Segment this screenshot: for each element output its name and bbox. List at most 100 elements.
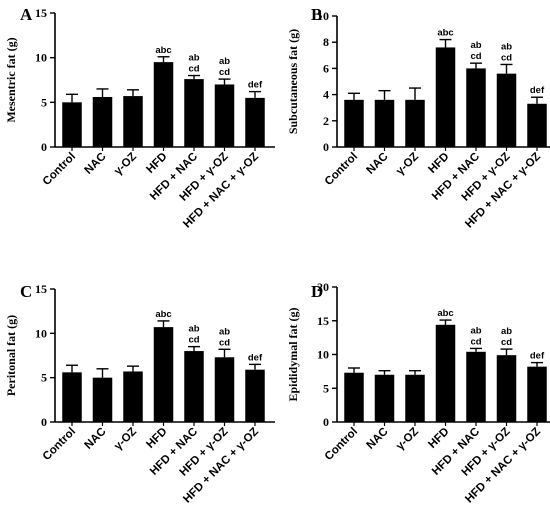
x-tick-label: γ-OZ	[394, 426, 421, 453]
x-tick-label: HFD	[144, 426, 169, 451]
y-axis-label: Mesentric fat (g)	[4, 37, 18, 122]
bar	[344, 372, 364, 422]
x-tick-label: Control	[41, 426, 78, 463]
x-tick-label: γ-OZ	[112, 151, 139, 178]
y-tick-label: 6	[323, 61, 329, 75]
x-tick-label: Control	[323, 151, 360, 188]
bar	[527, 103, 547, 147]
significance-label: cd	[501, 337, 512, 348]
bar	[435, 47, 456, 147]
bar	[496, 73, 517, 147]
bar	[62, 102, 82, 147]
x-tick-label: NAC	[83, 426, 109, 452]
y-tick-label: 0	[323, 140, 329, 154]
bar	[214, 84, 235, 147]
y-tick-label: 20	[317, 280, 329, 294]
x-tick-label: NAC	[365, 151, 391, 177]
significance-label: cd	[219, 67, 230, 78]
significance-label: abc	[155, 45, 171, 56]
panel-letter: B	[311, 5, 322, 24]
bar	[405, 374, 425, 422]
significance-label: def	[530, 85, 545, 96]
panel-c: C 0 5 10 15 Peritonal fat (g) Control NAC γ-OZ ab…	[4, 282, 275, 506]
x-tick-label: Control	[41, 151, 78, 188]
significance-label: cd	[470, 51, 481, 62]
bar	[374, 374, 395, 422]
y-tick-label: 15	[35, 282, 47, 296]
bar	[214, 357, 235, 422]
significance-label: cd	[188, 335, 199, 346]
y-tick-label: 15	[317, 314, 329, 328]
panel-d: D 0 5 10 15 20 Epididymal fat (g) Control NAC γ-O…	[286, 280, 550, 506]
y-tick-label: 4	[323, 88, 329, 102]
significance-label: ab	[188, 53, 199, 64]
significance-label: ab	[470, 325, 481, 336]
bar	[184, 79, 204, 147]
significance-label: ab	[470, 40, 481, 51]
significance-label: ab	[219, 326, 230, 337]
significance-label: abc	[437, 28, 453, 39]
y-tick-label: 5	[41, 371, 47, 385]
y-tick-label: 2	[323, 114, 329, 128]
y-axis-label: Epididymal fat (g)	[286, 307, 300, 401]
y-tick-label: 10	[35, 51, 47, 65]
significance-label: ab	[188, 324, 199, 335]
significance-label: cd	[470, 336, 481, 347]
bar	[435, 324, 456, 422]
panel-a: A 0 5 10 15 Mesentric fat (g) Control NAC γ-OZ ab…	[4, 5, 275, 231]
bar	[527, 366, 547, 422]
significance-label: def	[530, 351, 545, 362]
bar	[92, 96, 113, 147]
bar	[123, 371, 143, 422]
panel-letter: A	[20, 5, 33, 24]
x-tick-label: HFD	[144, 151, 169, 176]
bar	[466, 351, 486, 422]
x-tick-label: Control	[323, 426, 360, 463]
bar	[344, 99, 364, 147]
significance-label: ab	[219, 56, 230, 67]
x-tick-label: γ-OZ	[394, 151, 421, 178]
panel-b: B 0 2 4 6 8 10 Subcutaneous fat (g) Control NAC γ-…	[286, 5, 550, 231]
y-tick-label: 10	[317, 9, 329, 23]
y-axis-label: Subcutaneous fat (g)	[286, 29, 300, 134]
bar	[374, 99, 395, 147]
x-tick-label: NAC	[83, 151, 109, 177]
y-tick-label: 15	[35, 6, 47, 20]
bar	[496, 355, 517, 422]
significance-label: cd	[501, 52, 512, 63]
significance-label: def	[248, 352, 263, 363]
significance-label: def	[248, 80, 263, 91]
x-tick-label: NAC	[365, 426, 391, 452]
significance-label: cd	[219, 337, 230, 348]
bar	[92, 377, 113, 422]
y-tick-label: 8	[323, 35, 329, 49]
bar	[62, 372, 82, 422]
y-tick-label: 0	[41, 140, 47, 154]
significance-label: abc	[437, 308, 453, 319]
panel-letter: D	[311, 282, 323, 301]
significance-label: cd	[188, 64, 199, 75]
bar	[245, 97, 265, 147]
y-tick-label: 10	[317, 348, 329, 362]
y-axis-label: Peritonal fat (g)	[4, 315, 18, 396]
significance-label: ab	[501, 41, 512, 52]
bar	[184, 351, 204, 422]
x-tick-label: HFD	[426, 426, 451, 451]
y-tick-label: 0	[41, 415, 47, 429]
bar	[245, 369, 265, 422]
y-tick-label: 5	[41, 95, 47, 109]
bar	[405, 99, 425, 147]
x-tick-label: γ-OZ	[112, 426, 139, 453]
y-tick-label: 0	[323, 415, 329, 429]
panel-letter: C	[20, 282, 32, 301]
bar	[466, 68, 486, 147]
y-tick-label: 10	[35, 326, 47, 340]
significance-label: ab	[501, 326, 512, 337]
bar	[153, 327, 174, 422]
bar	[123, 96, 143, 147]
y-tick-label: 5	[323, 381, 329, 395]
x-tick-label: HFD	[426, 151, 451, 176]
bar	[153, 62, 174, 148]
significance-label: abc	[155, 309, 171, 320]
